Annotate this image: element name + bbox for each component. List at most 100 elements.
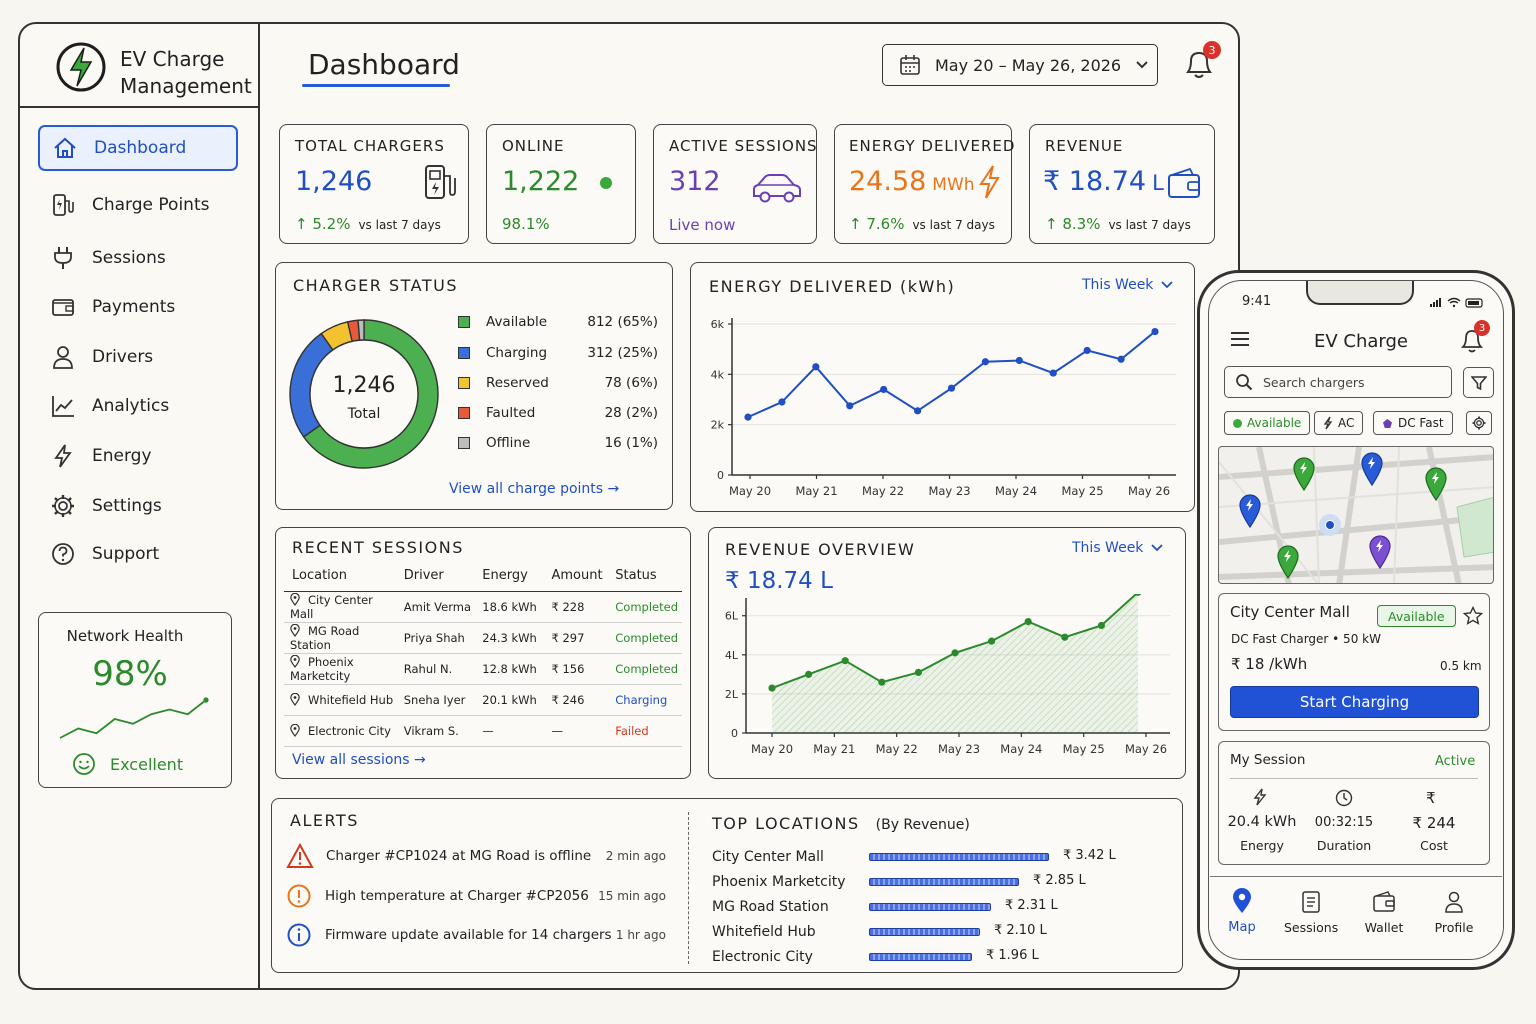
data-point (947, 384, 956, 392)
top-location-row[interactable]: City Center Mall (712, 846, 1132, 868)
map-pin-icon[interactable] (1239, 494, 1261, 528)
y-tick-label: 0 (731, 727, 738, 740)
map-pin-icon (1233, 888, 1251, 913)
sidebar-item-charge-points[interactable]: Charge Points (38, 182, 238, 228)
station-card[interactable] (1218, 593, 1490, 731)
filter-chip-available[interactable]: Available (1224, 411, 1311, 435)
session-duration-label: Duration (1316, 838, 1372, 853)
tab-wallet[interactable]: Wallet (1358, 890, 1410, 935)
alerts-divider (688, 812, 689, 964)
sidebar-item-sessions[interactable]: Sessions (38, 235, 238, 281)
chip-label: DC Fast (1398, 416, 1444, 430)
sidebar-item-support[interactable]: Support (38, 531, 238, 577)
section-subtitle: (By Revenue) (875, 817, 970, 833)
tab-bar-divider (1210, 876, 1502, 878)
session-duration-value: 00:32:15 (1314, 815, 1374, 830)
start-charging-button[interactable]: Start Charging (1230, 686, 1479, 718)
map-pin-icon[interactable] (1425, 467, 1447, 501)
wallet-icon (1373, 891, 1395, 912)
session-divider (1230, 778, 1478, 779)
view-all-sessions-link[interactable]: View all sessions → (292, 752, 426, 768)
sidebar-item-drivers[interactable]: Drivers (38, 334, 238, 380)
sidebar-item-dashboard[interactable]: Dashboard (38, 125, 238, 171)
phone-notch (1306, 281, 1414, 305)
top-location-row[interactable]: Whitefield Hub (712, 921, 1132, 943)
notification-bell-icon[interactable] (1458, 326, 1486, 354)
network-health-value: 98% (92, 654, 168, 694)
location-revenue-bar (869, 928, 980, 936)
sidebar-item-energy[interactable]: Energy (38, 433, 238, 479)
location-name: City Center Mall (712, 849, 824, 865)
alert-text: Firmware update available for 14 charger… (325, 927, 612, 943)
filter-chip-dc-fast[interactable]: DC Fast (1373, 411, 1453, 435)
session-energy: — (478, 715, 548, 747)
gear-icon (1472, 416, 1486, 430)
location-name: Whitefield Hub (712, 924, 816, 940)
lightning-icon (1323, 416, 1333, 430)
legend-value: 312 (25%) (587, 345, 658, 361)
map-pin-icon[interactable] (1361, 452, 1383, 486)
legend-swatch (458, 377, 470, 389)
filter-chip-ac[interactable]: AC (1314, 411, 1364, 435)
sparkline-line (59, 699, 207, 739)
kpi-card-revenue (1029, 124, 1215, 244)
table-row[interactable]: City Center Mall Amit Verma 18.6 kWh ₹ 228 C… (284, 591, 682, 623)
calendar-icon (900, 55, 920, 75)
menu-icon[interactable] (1230, 331, 1250, 347)
y-tick-label: 4k (711, 368, 725, 381)
charger-map[interactable] (1218, 446, 1494, 584)
x-tick-label: May 22 (862, 484, 904, 498)
table-row[interactable]: MG Road Station Priya Shah 24.3 kWh ₹ 297 Co… (284, 622, 682, 654)
energy-period-dropdown[interactable]: This Week (1082, 277, 1174, 293)
top-location-row[interactable]: Phoenix Marketcity (712, 871, 1132, 893)
section-title: CHARGER STATUS (293, 276, 459, 295)
session-location: MG Road Station (284, 622, 400, 654)
location-revenue-bar (869, 853, 1049, 861)
kpi-value-group: 24.58 MWh (849, 166, 975, 197)
revenue-area-chart: 0 2L 4L 6L May 20 May 21 May 22 May 23 May 24 May… (725, 594, 1170, 756)
location-revenue-value: ₹ 2.85 L (1033, 873, 1086, 888)
kpi-sub: 98.1% (502, 215, 550, 233)
alert-item[interactable]: High temperature at Charger #CP2056 15 m… (286, 883, 666, 909)
top-location-row[interactable]: Electronic City (712, 946, 1132, 968)
tab-profile[interactable]: Profile (1430, 890, 1478, 935)
kpi-change-suffix: vs last 7 days (358, 218, 441, 232)
phone-app-title: EV Charge (1314, 331, 1408, 352)
search-input[interactable]: Search chargers (1224, 366, 1452, 398)
notification-badge: 3 (1474, 320, 1490, 336)
table-row[interactable]: Electronic City Vikram S. — — Failed (284, 715, 682, 747)
sidebar-item-settings[interactable]: Settings (38, 483, 238, 529)
revenue-period-dropdown[interactable]: This Week (1072, 540, 1164, 556)
star-icon[interactable] (1463, 606, 1483, 626)
filter-button[interactable] (1463, 367, 1494, 398)
map-pin-icon[interactable] (1293, 457, 1315, 491)
legend-label: Reserved (486, 375, 549, 391)
session-status: Completed (611, 653, 682, 685)
view-all-charge-points-link[interactable]: View all charge points → (449, 481, 620, 497)
kpi-value: 24.58 (849, 166, 927, 197)
notification-bell-icon[interactable] (1182, 46, 1216, 82)
info-icon (287, 923, 311, 947)
tab-map[interactable]: Map (1222, 888, 1262, 935)
alert-item[interactable]: Firmware update available for 14 charger… (286, 922, 666, 948)
top-location-row[interactable]: MG Road Station (712, 896, 1132, 918)
map-pin-icon[interactable] (1277, 545, 1299, 579)
sidebar-item-analytics[interactable]: Analytics (38, 383, 238, 429)
app-title: EV Charge Management (120, 47, 252, 98)
session-driver: Vikram S. (399, 715, 479, 747)
sidebar-header-divider (20, 106, 258, 108)
tab-label: Map (1228, 920, 1256, 935)
data-point (880, 385, 888, 394)
user-icon (53, 346, 73, 369)
map-settings-button[interactable] (1466, 411, 1492, 435)
network-health-status: Excellent (72, 752, 183, 776)
tab-sessions[interactable]: Sessions (1284, 890, 1338, 935)
table-row[interactable]: Phoenix Marketcity Rahul N. 12.8 kWh ₹ 156 C… (284, 653, 682, 685)
alert-item[interactable]: Charger #CP1024 at MG Road is offline 2 … (286, 843, 666, 869)
table-row[interactable]: Whitefield Hub Sneha Iyer 20.1 kWh ₹ 246 Cha… (284, 684, 682, 716)
sidebar-item-payments[interactable]: Payments (38, 284, 238, 330)
map-pin-icon[interactable] (1369, 535, 1391, 569)
x-tick-label: May 21 (795, 484, 837, 498)
date-range-picker[interactable]: May 20 – May 26, 2026 (882, 44, 1158, 86)
x-tick-label: May 23 (928, 484, 970, 498)
